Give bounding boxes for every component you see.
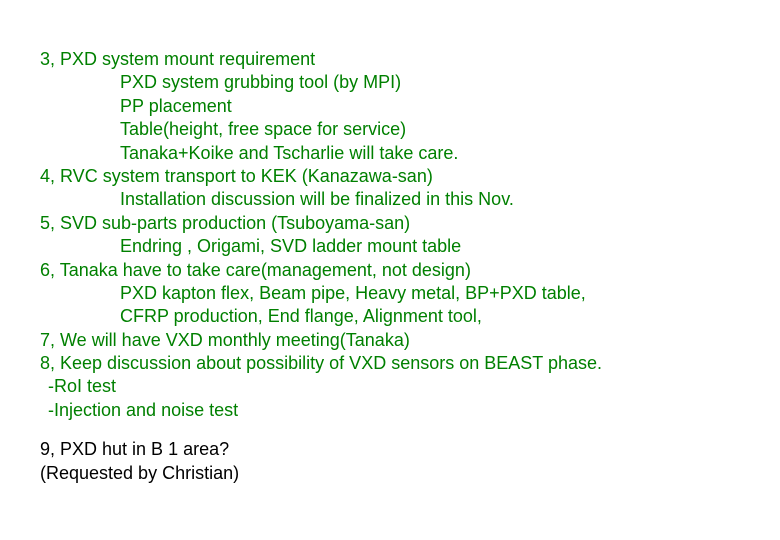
item-9-title: 9, PXD hut in B 1 area?: [40, 438, 740, 461]
item-5-sub1: Endring , Origami, SVD ladder mount tabl…: [40, 235, 740, 258]
item-3-sub4: Tanaka+Koike and Tscharlie will take car…: [40, 142, 740, 165]
item-5-title: 5, SVD sub-parts production (Tsuboyama-s…: [40, 212, 740, 235]
item-4-sub1: Installation discussion will be finalize…: [40, 188, 740, 211]
item-6-title: 6, Tanaka have to take care(management, …: [40, 259, 740, 282]
item-4-title: 4, RVC system transport to KEK (Kanazawa…: [40, 165, 740, 188]
item-8-sub2: -Injection and noise test: [40, 399, 740, 422]
spacer: [40, 422, 740, 438]
item-3-sub1: PXD system grubbing tool (by MPI): [40, 71, 740, 94]
item-9-sub1: (Requested by Christian): [40, 462, 740, 485]
item-7-title: 7, We will have VXD monthly meeting(Tana…: [40, 329, 740, 352]
item-6-sub1: PXD kapton flex, Beam pipe, Heavy metal,…: [40, 282, 740, 305]
item-3-sub2: PP placement: [40, 95, 740, 118]
item-3-title: 3, PXD system mount requirement: [40, 48, 740, 71]
item-8-title: 8, Keep discussion about possibility of …: [40, 352, 740, 375]
item-6-sub2: CFRP production, End flange, Alignment t…: [40, 305, 740, 328]
item-3-sub3: Table(height, free space for service): [40, 118, 740, 141]
item-8-sub1: -RoI test: [40, 375, 740, 398]
slide-text-content: 3, PXD system mount requirement PXD syst…: [40, 48, 740, 485]
